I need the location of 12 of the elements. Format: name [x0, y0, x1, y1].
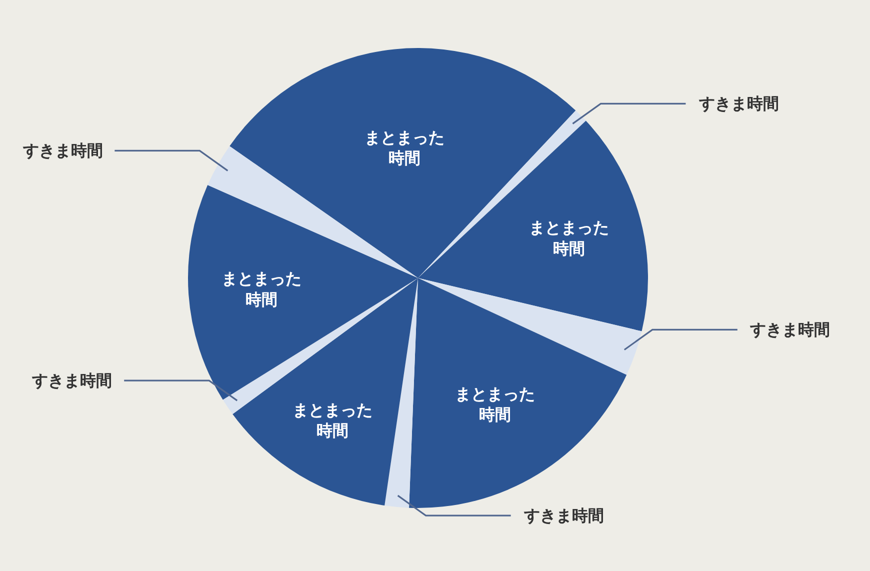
slice-label: すきま時間 — [523, 506, 604, 525]
pie-slice — [384, 278, 418, 508]
slice-label: まとまった時間 — [364, 128, 445, 168]
slice-label: すきま時間 — [698, 94, 779, 113]
slice-label: すきま時間 — [31, 371, 112, 390]
slice-label: まとまった時間 — [455, 384, 536, 424]
slice-label: まとまった時間 — [528, 218, 609, 258]
slice-label: まとまった時間 — [222, 269, 302, 309]
slice-label: すきま時間 — [749, 320, 830, 339]
pie-slice — [418, 278, 642, 375]
slice-label: まとまった時間 — [292, 400, 372, 440]
slice-label: すきま時間 — [22, 141, 103, 160]
